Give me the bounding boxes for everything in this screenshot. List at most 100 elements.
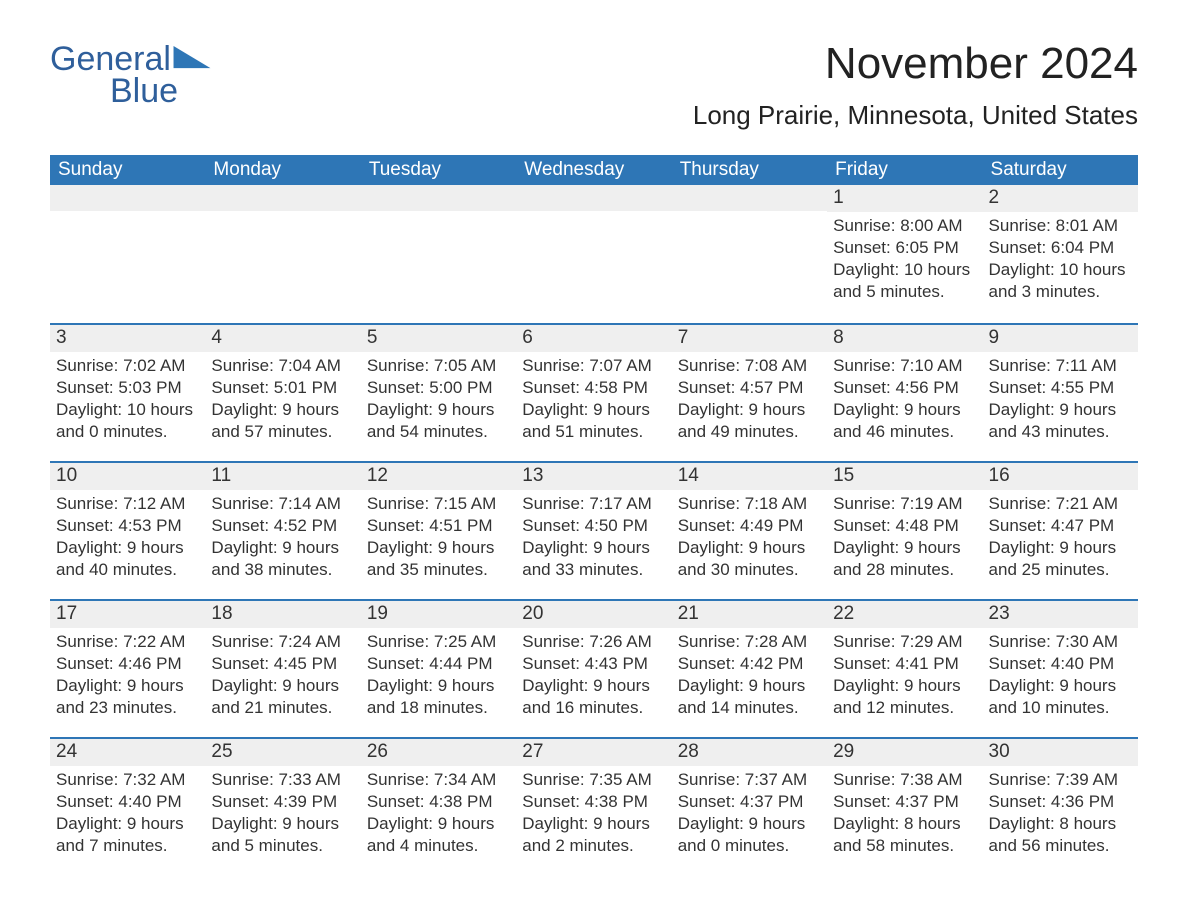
day-details: Sunrise: 7:22 AMSunset: 4:46 PMDaylight:…: [50, 628, 205, 721]
daylight-text: and 14 minutes.: [678, 697, 821, 719]
daylight-text: and 5 minutes.: [211, 835, 354, 857]
daylight-text: Daylight: 9 hours: [367, 399, 510, 421]
day-details: Sunrise: 8:00 AMSunset: 6:05 PMDaylight:…: [827, 212, 982, 305]
day-details: Sunrise: 7:30 AMSunset: 4:40 PMDaylight:…: [983, 628, 1138, 721]
calendar-week: 3Sunrise: 7:02 AMSunset: 5:03 PMDaylight…: [50, 323, 1138, 461]
daylight-text: and 49 minutes.: [678, 421, 821, 443]
day-details: Sunrise: 7:34 AMSunset: 4:38 PMDaylight:…: [361, 766, 516, 859]
day-details: Sunrise: 7:32 AMSunset: 4:40 PMDaylight:…: [50, 766, 205, 859]
daylight-text: and 58 minutes.: [833, 835, 976, 857]
day-details: Sunrise: 7:14 AMSunset: 4:52 PMDaylight:…: [205, 490, 360, 583]
calendar-cell: 22Sunrise: 7:29 AMSunset: 4:41 PMDayligh…: [827, 599, 982, 737]
daylight-text: Daylight: 9 hours: [989, 537, 1132, 559]
calendar-cell: 23Sunrise: 7:30 AMSunset: 4:40 PMDayligh…: [983, 599, 1138, 737]
daylight-text: and 18 minutes.: [367, 697, 510, 719]
calendar-cell: 14Sunrise: 7:18 AMSunset: 4:49 PMDayligh…: [672, 461, 827, 599]
daylight-text: and 40 minutes.: [56, 559, 199, 581]
sunrise-text: Sunrise: 7:12 AM: [56, 493, 199, 515]
sunrise-text: Sunrise: 7:32 AM: [56, 769, 199, 791]
day-details: Sunrise: 7:28 AMSunset: 4:42 PMDaylight:…: [672, 628, 827, 721]
sunset-text: Sunset: 6:04 PM: [989, 237, 1132, 259]
daylight-text: Daylight: 9 hours: [989, 675, 1132, 697]
brand-text: General Blue: [50, 40, 211, 108]
day-number: 2: [983, 185, 1138, 212]
daylight-text: and 5 minutes.: [833, 281, 976, 303]
day-number: 26: [361, 737, 516, 766]
daylight-text: Daylight: 10 hours: [989, 259, 1132, 281]
daylight-text: and 3 minutes.: [989, 281, 1132, 303]
sunset-text: Sunset: 4:38 PM: [367, 791, 510, 813]
sunrise-text: Sunrise: 7:19 AM: [833, 493, 976, 515]
day-header: Friday: [827, 155, 982, 185]
daylight-text: and 57 minutes.: [211, 421, 354, 443]
calendar-cell: 1Sunrise: 8:00 AMSunset: 6:05 PMDaylight…: [827, 185, 982, 323]
day-number: 21: [672, 599, 827, 628]
daylight-text: and 33 minutes.: [522, 559, 665, 581]
calendar-cell: 7Sunrise: 7:08 AMSunset: 4:57 PMDaylight…: [672, 323, 827, 461]
day-details: Sunrise: 7:12 AMSunset: 4:53 PMDaylight:…: [50, 490, 205, 583]
daylight-text: and 23 minutes.: [56, 697, 199, 719]
day-details: Sunrise: 7:29 AMSunset: 4:41 PMDaylight:…: [827, 628, 982, 721]
sunrise-text: Sunrise: 7:26 AM: [522, 631, 665, 653]
daylight-text: Daylight: 10 hours: [56, 399, 199, 421]
sunset-text: Sunset: 5:00 PM: [367, 377, 510, 399]
day-number: 18: [205, 599, 360, 628]
sunrise-text: Sunrise: 7:22 AM: [56, 631, 199, 653]
sunset-text: Sunset: 4:48 PM: [833, 515, 976, 537]
calendar-cell: 21Sunrise: 7:28 AMSunset: 4:42 PMDayligh…: [672, 599, 827, 737]
daylight-text: and 10 minutes.: [989, 697, 1132, 719]
daylight-text: and 54 minutes.: [367, 421, 510, 443]
daylight-text: Daylight: 9 hours: [678, 675, 821, 697]
sunset-text: Sunset: 4:56 PM: [833, 377, 976, 399]
day-header: Thursday: [672, 155, 827, 185]
sunrise-text: Sunrise: 7:17 AM: [522, 493, 665, 515]
sunset-text: Sunset: 4:41 PM: [833, 653, 976, 675]
sunrise-text: Sunrise: 7:11 AM: [989, 355, 1132, 377]
day-header: Wednesday: [516, 155, 671, 185]
page: General Blue November 2024 Long Prairie,…: [0, 0, 1188, 918]
day-number: 10: [50, 461, 205, 490]
sunset-text: Sunset: 4:55 PM: [989, 377, 1132, 399]
empty-day: [361, 185, 516, 211]
daylight-text: and 28 minutes.: [833, 559, 976, 581]
calendar-cell: [516, 185, 671, 323]
brand-word2: Blue: [110, 74, 211, 108]
sunrise-text: Sunrise: 7:02 AM: [56, 355, 199, 377]
sunset-text: Sunset: 4:47 PM: [989, 515, 1132, 537]
day-details: Sunrise: 8:01 AMSunset: 6:04 PMDaylight:…: [983, 212, 1138, 305]
calendar-cell: 29Sunrise: 7:38 AMSunset: 4:37 PMDayligh…: [827, 737, 982, 875]
calendar-cell: 2Sunrise: 8:01 AMSunset: 6:04 PMDaylight…: [983, 185, 1138, 323]
daylight-text: and 2 minutes.: [522, 835, 665, 857]
day-header: Sunday: [50, 155, 205, 185]
calendar-week: 1Sunrise: 8:00 AMSunset: 6:05 PMDaylight…: [50, 185, 1138, 323]
calendar-week: 24Sunrise: 7:32 AMSunset: 4:40 PMDayligh…: [50, 737, 1138, 875]
day-details: Sunrise: 7:11 AMSunset: 4:55 PMDaylight:…: [983, 352, 1138, 445]
daylight-text: and 7 minutes.: [56, 835, 199, 857]
day-header: Saturday: [983, 155, 1138, 185]
day-header: Monday: [205, 155, 360, 185]
sunrise-text: Sunrise: 7:15 AM: [367, 493, 510, 515]
daylight-text: and 46 minutes.: [833, 421, 976, 443]
daylight-text: Daylight: 10 hours: [833, 259, 976, 281]
sunrise-text: Sunrise: 7:05 AM: [367, 355, 510, 377]
sunrise-text: Sunrise: 7:38 AM: [833, 769, 976, 791]
daylight-text: Daylight: 9 hours: [833, 537, 976, 559]
sunrise-text: Sunrise: 7:29 AM: [833, 631, 976, 653]
day-number: 7: [672, 323, 827, 352]
day-number: 30: [983, 737, 1138, 766]
calendar-header-row: SundayMondayTuesdayWednesdayThursdayFrid…: [50, 155, 1138, 185]
calendar-cell: 27Sunrise: 7:35 AMSunset: 4:38 PMDayligh…: [516, 737, 671, 875]
calendar-cell: 10Sunrise: 7:12 AMSunset: 4:53 PMDayligh…: [50, 461, 205, 599]
sunrise-text: Sunrise: 7:07 AM: [522, 355, 665, 377]
sunset-text: Sunset: 4:49 PM: [678, 515, 821, 537]
sunset-text: Sunset: 4:39 PM: [211, 791, 354, 813]
calendar-cell: 25Sunrise: 7:33 AMSunset: 4:39 PMDayligh…: [205, 737, 360, 875]
calendar-cell: 17Sunrise: 7:22 AMSunset: 4:46 PMDayligh…: [50, 599, 205, 737]
day-details: Sunrise: 7:15 AMSunset: 4:51 PMDaylight:…: [361, 490, 516, 583]
sunrise-text: Sunrise: 7:28 AM: [678, 631, 821, 653]
sunset-text: Sunset: 4:43 PM: [522, 653, 665, 675]
calendar-cell: 30Sunrise: 7:39 AMSunset: 4:36 PMDayligh…: [983, 737, 1138, 875]
day-number: 5: [361, 323, 516, 352]
day-details: Sunrise: 7:19 AMSunset: 4:48 PMDaylight:…: [827, 490, 982, 583]
day-number: 19: [361, 599, 516, 628]
